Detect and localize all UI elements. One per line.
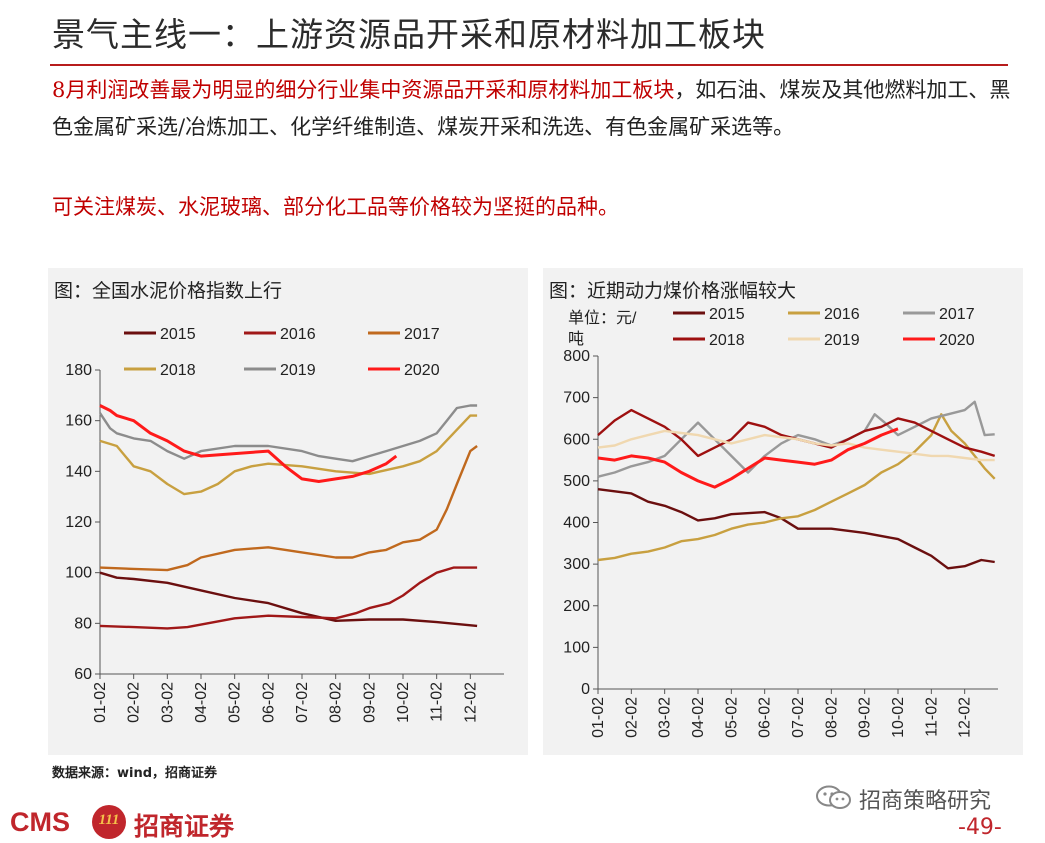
coal-y-tick-label: 600 [563,431,590,448]
cement-x-tick-label: 08-02 [328,682,345,723]
cement-x-tick-label: 11-02 [429,682,446,722]
focus-note: 可关注煤炭、水泥玻璃、部分化工品等价格较为坚挺的品种。 [52,195,619,219]
wechat-icon [816,785,851,809]
cement-x-tick-label: 12-02 [462,682,479,723]
cement-y-tick-label: 180 [65,362,92,379]
page-number: -49- [958,815,1002,840]
title-rule [50,64,1008,66]
coal-series-2016 [597,413,996,562]
coal-x-tick-label: 12-02 [957,697,974,738]
coal-price-chart: 0 100 200 300 400 500 600 700 800 01-02 02-02 03-02… [563,306,998,738]
coal-y-tick-label: 100 [563,639,590,656]
cement-legend-label-2016: 2016 [280,326,316,343]
coal-y-unit-label-2: 吨 [568,330,584,348]
cement-y-tick-label: 120 [65,514,92,531]
coal-y-tick-label: 400 [563,515,590,532]
coal-x-tick-label: 02-02 [623,697,640,738]
cement-chart-panel: 图：全国水泥价格指数上行 60 80 100 120 140 160 180 01-02 02-… [48,268,528,755]
cement-y-tick-label: 140 [65,463,92,480]
coal-y-unit-label: 单位：元/ [568,309,637,327]
coal-x-tick-label: 06-02 [757,697,774,738]
logo-badge-icon: 111 [92,805,126,839]
coal-legend-label-2017: 2017 [939,306,975,323]
data-source: 数据来源：wind，招商证券 [52,766,218,781]
summary-rest: ，如石油、煤炭及其他燃料加工、黑色金属矿采选/冶炼加工、化学纤维制造、煤炭开采和… [52,78,1011,139]
coal-series-2020 [597,427,899,489]
coal-x-tick-label: 07-02 [790,697,807,738]
coal-y-tick-label: 700 [563,390,590,407]
coal-x-tick-label: 05-02 [723,697,740,738]
coal-y-tick-label: 800 [563,348,590,365]
cement-legend-label-2017: 2017 [404,326,440,343]
coal-x-tick-label: 04-02 [690,697,707,738]
cement-x-tick-label: 10-02 [395,682,412,723]
cement-series-2018 [99,414,478,496]
coal-series-2015 [597,488,995,570]
wechat-account-name: 招商策略研究 [859,789,992,814]
cement-series-2020 [99,404,398,483]
coal-legend-label-2018: 2018 [709,332,745,349]
coal-legend-label-2020: 2020 [939,332,975,349]
coal-series-2019 [597,429,995,462]
cement-x-tick-label: 09-02 [361,682,378,723]
coal-chart-panel: 图：近期动力煤价格涨幅较大 0 100 200 300 400 500 600 700 800 0… [543,268,1023,755]
coal-x-tick-label: 09-02 [857,697,874,738]
logo-company-name: 招商证券 [134,812,235,841]
coal-series-2017 [597,400,995,478]
coal-x-tick-label: 03-02 [657,697,674,738]
cement-series-2016 [99,566,478,630]
logo-cms-text: CMS [10,807,70,837]
cement-series-2019 [99,404,478,463]
cement-y-tick-label: 80 [74,615,92,632]
summary-paragraph: 8月利润改善最为明显的细分行业集中资源品开采和原材料加工板块，如石油、煤炭及其他… [52,72,1012,146]
cement-y-tick-label: 60 [74,666,92,683]
cement-x-tick-label: 06-02 [260,682,277,723]
page-title: 景气主线一：上游资源品开采和原材料加工板块 [52,15,766,54]
cement-legend-label-2020: 2020 [404,362,440,379]
coal-x-tick-label: 10-02 [890,697,907,738]
logo-badge-text: 111 [98,812,120,828]
coal-y-tick-label: 500 [563,473,590,490]
cement-legend-label-2019: 2019 [280,362,316,379]
cement-chart-title: 图：全国水泥价格指数上行 [54,280,283,302]
coal-x-tick-label: 01-02 [590,697,607,738]
cement-legend-label-2018: 2018 [160,362,196,379]
cement-x-tick-label: 03-02 [159,682,176,723]
cement-series-2017 [99,445,478,572]
coal-x-tick-label: 11-02 [923,697,940,737]
coal-y-tick-label: 0 [581,681,590,698]
coal-y-tick-label: 300 [563,556,590,573]
coal-x-tick-label: 08-02 [823,697,840,738]
cement-x-tick-label: 07-02 [294,682,311,723]
cement-x-tick-label: 01-02 [92,682,109,723]
coal-y-tick-label: 200 [563,598,590,615]
coal-legend-label-2015: 2015 [709,306,745,323]
coal-legend-label-2016: 2016 [824,306,860,323]
coal-legend-label-2019: 2019 [824,332,860,349]
cement-series-2015 [99,571,478,628]
cement-legend-label-2015: 2015 [160,326,196,343]
cement-price-chart: 60 80 100 120 140 160 180 01-02 02-02 03-02 04-02 0… [65,326,504,723]
cement-x-tick-label: 02-02 [126,682,143,723]
cement-y-tick-label: 160 [65,413,92,430]
coal-chart-title: 图：近期动力煤价格涨幅较大 [549,280,797,302]
cement-x-tick-label: 05-02 [227,682,244,723]
summary-highlight: 8月利润改善最为明显的细分行业集中资源品开采和原材料加工板块 [52,78,675,102]
cement-y-tick-label: 100 [65,565,92,582]
cement-x-tick-label: 04-02 [193,682,210,723]
